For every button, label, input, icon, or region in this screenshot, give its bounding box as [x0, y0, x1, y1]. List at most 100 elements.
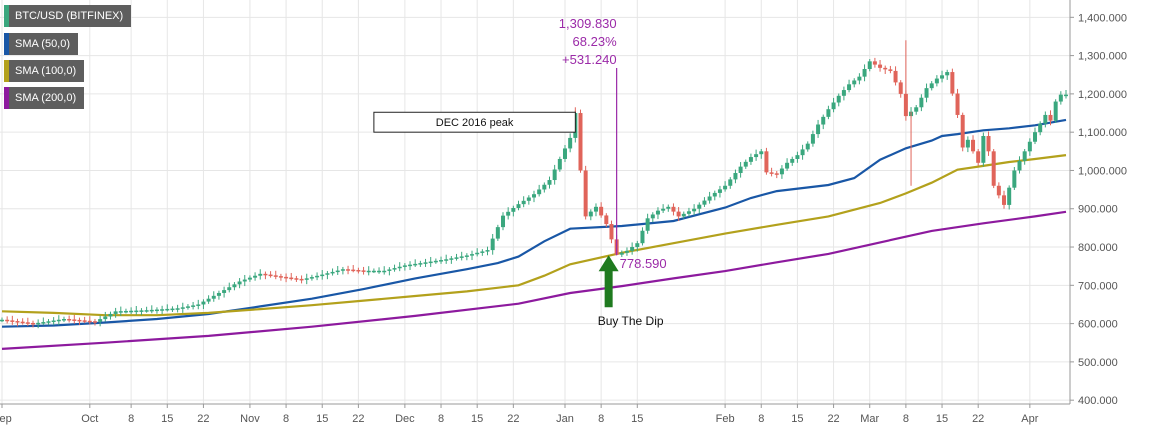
candle-body: [170, 308, 175, 311]
candle: [1002, 190, 1007, 209]
candle-body: [351, 269, 356, 272]
candle-body: [681, 213, 686, 217]
candle: [377, 267, 382, 274]
x-tick-label: Feb: [716, 413, 735, 425]
candle-body: [593, 206, 598, 212]
x-tick-label: 8: [283, 413, 289, 425]
candle-body: [309, 277, 314, 279]
candle: [315, 272, 320, 281]
candle: [619, 250, 624, 257]
legend-sma100[interactable]: SMA (100,0): [4, 60, 85, 82]
candle: [547, 176, 552, 189]
candle-body: [661, 208, 666, 211]
candle-body: [759, 151, 764, 155]
candle: [645, 213, 650, 234]
candle-body: [51, 320, 56, 323]
plot-area: [0, 0, 1070, 404]
candle: [480, 249, 485, 256]
candle: [346, 265, 351, 275]
candle: [593, 203, 598, 217]
x-tick-label: 22: [827, 413, 839, 425]
candle-body: [986, 136, 991, 152]
candle-body: [785, 162, 790, 169]
candle: [1007, 185, 1012, 210]
legend-sma50[interactable]: SMA (50,0): [4, 33, 79, 55]
y-tick-label: 1,400.000: [1078, 12, 1127, 24]
candle-body: [976, 151, 981, 163]
candle: [624, 247, 629, 256]
candle: [562, 144, 567, 163]
candle-body: [635, 243, 640, 248]
candle: [454, 253, 459, 261]
candle: [335, 265, 340, 275]
candle-body: [56, 319, 61, 322]
candle: [258, 269, 263, 280]
candle: [919, 94, 924, 112]
candle-body: [609, 224, 614, 240]
candle: [15, 318, 20, 327]
candle-body: [232, 284, 237, 288]
candle-body: [717, 189, 722, 193]
y-tick-label: 1,000.000: [1078, 165, 1127, 177]
candle-body: [196, 304, 201, 306]
x-tick-label: Sep: [0, 413, 12, 425]
candle-body: [1027, 141, 1032, 152]
candle: [759, 149, 764, 159]
candle-body: [346, 269, 351, 271]
candle-body: [676, 211, 681, 217]
candle-body: [971, 139, 976, 152]
candle-body: [330, 271, 335, 274]
candle: [108, 311, 113, 320]
x-tick-label: 22: [507, 413, 519, 425]
candle: [196, 299, 201, 310]
candle-body: [547, 180, 552, 185]
candle-body: [82, 320, 87, 322]
candle: [134, 305, 139, 315]
candle-body: [480, 251, 485, 253]
candle: [1017, 156, 1022, 174]
legend-swatch-btcusd: [4, 5, 9, 27]
candle: [816, 119, 821, 138]
candle-body: [464, 255, 469, 257]
candle: [175, 304, 180, 313]
legend-label-sma100: SMA (100,0): [15, 65, 77, 77]
candle: [46, 319, 51, 326]
x-tick-label: Nov: [240, 413, 260, 425]
candle-body: [888, 69, 893, 71]
candle: [309, 274, 314, 281]
candle-body: [154, 309, 159, 312]
x-tick-label: 8: [438, 413, 444, 425]
candle: [671, 203, 676, 216]
candle-body: [537, 189, 542, 195]
candle: [263, 271, 268, 280]
candle: [10, 315, 15, 325]
candle-body: [30, 322, 35, 325]
candle: [237, 278, 242, 289]
candle-body: [387, 269, 392, 271]
candle: [402, 263, 407, 271]
candle-body: [237, 281, 242, 285]
candle-body: [914, 107, 919, 112]
candle: [418, 260, 423, 267]
candle: [351, 265, 356, 273]
candle: [640, 227, 645, 246]
candle-body: [666, 206, 671, 209]
candle-body: [702, 200, 707, 205]
candle-body: [934, 78, 939, 84]
x-tick-label: 8: [758, 413, 764, 425]
candle-body: [377, 270, 382, 273]
candle-body: [382, 270, 387, 273]
candle: [501, 212, 506, 231]
legend-sma200[interactable]: SMA (200,0): [4, 87, 85, 109]
candle: [247, 275, 252, 282]
high-label-1: 68.23%: [573, 34, 618, 49]
candle: [945, 69, 950, 80]
candle-body: [139, 310, 144, 312]
legend-btcusd[interactable]: BTC/USD (BITFINEX): [4, 5, 132, 27]
candle: [495, 224, 500, 241]
candle: [836, 93, 841, 107]
candle: [965, 136, 970, 153]
candle: [506, 207, 511, 220]
candle-body: [532, 194, 536, 198]
candle-body: [790, 158, 795, 163]
